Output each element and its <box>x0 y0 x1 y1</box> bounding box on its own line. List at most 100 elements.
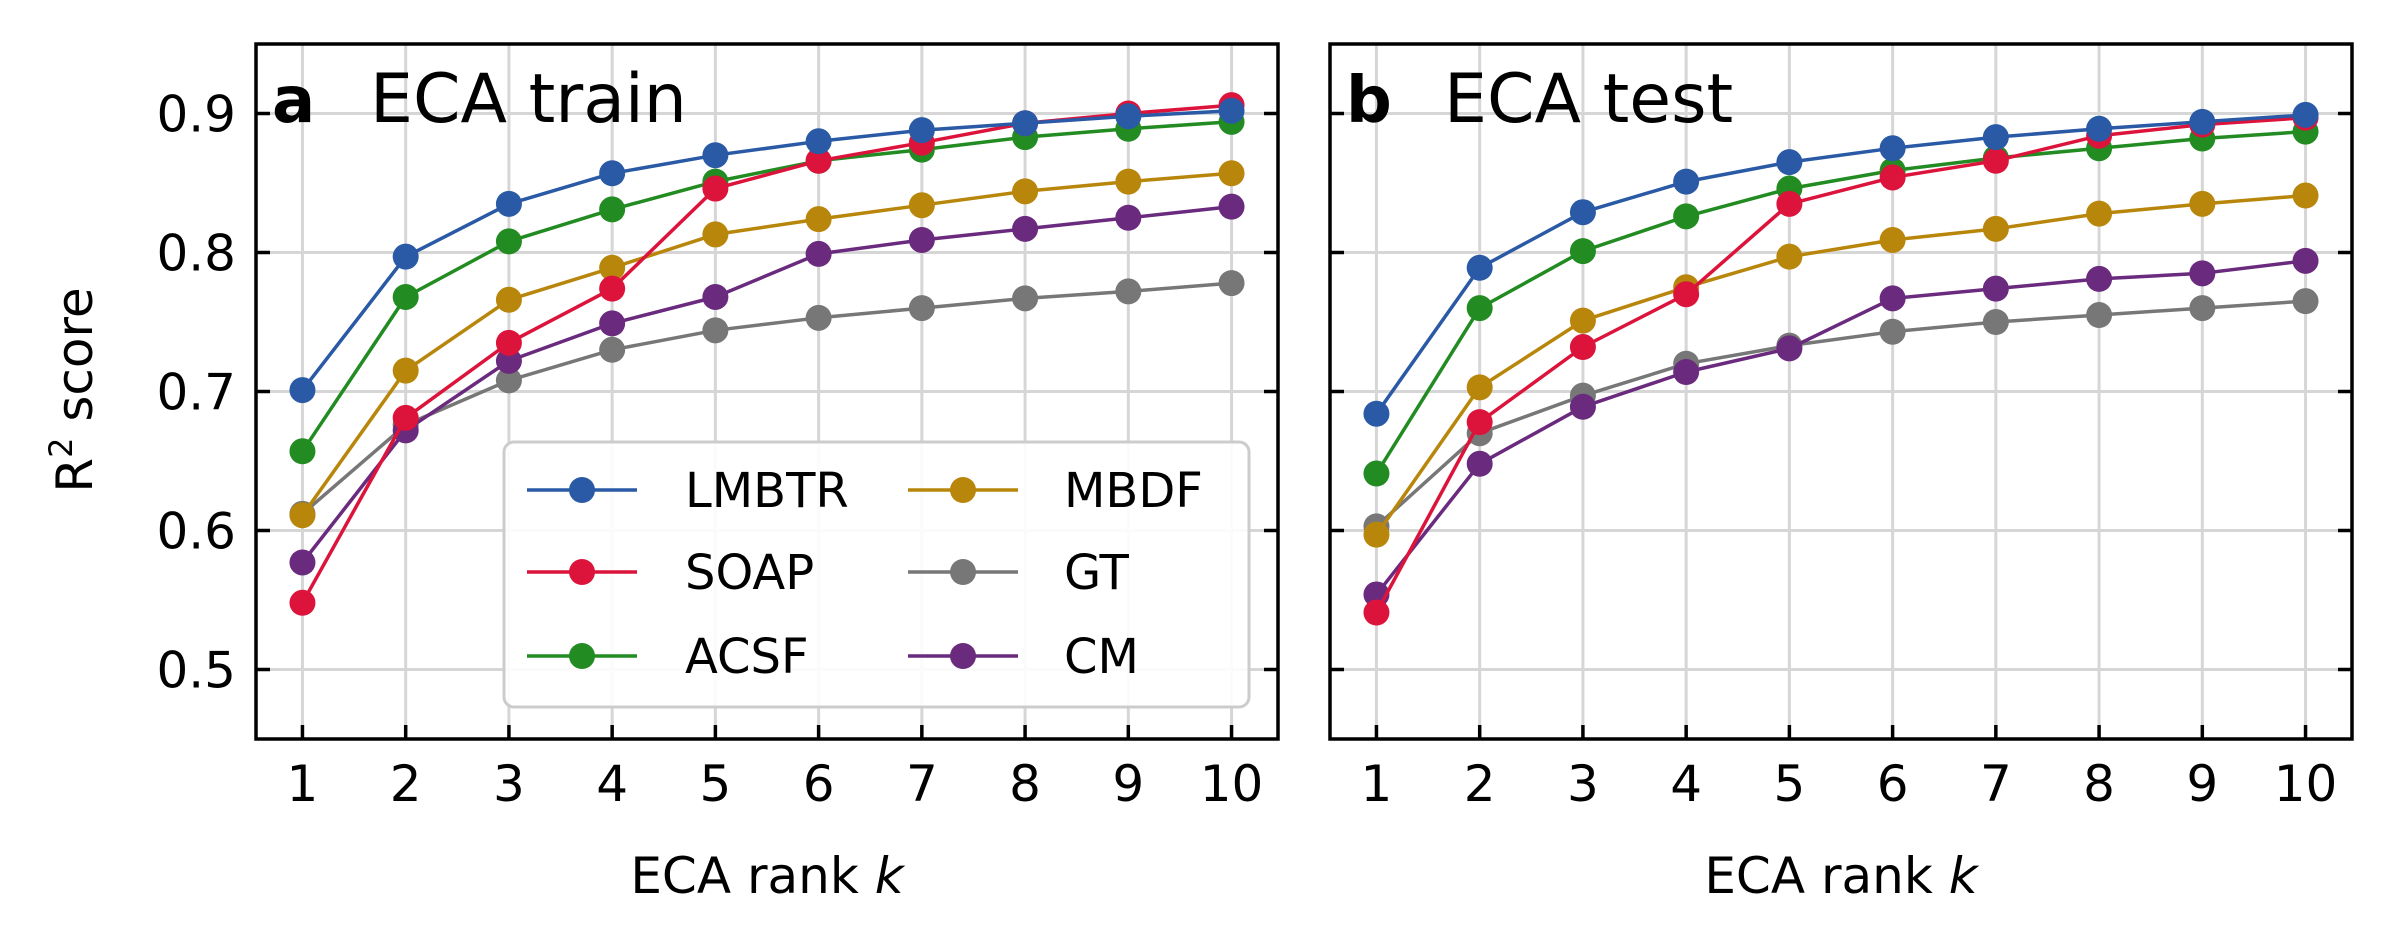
y-tick-label: 0.6 <box>156 503 236 561</box>
ticks-a: 1 2 3 4 5 6 7 8 9 10 0.5 0.6 0.7 0.8 0.9 <box>156 86 1278 813</box>
data-point-acsf <box>495 228 522 255</box>
data-point-gt <box>1012 285 1039 312</box>
data-point-lmbtr <box>1363 400 1390 427</box>
panel-title-b: ECA test <box>1444 60 1733 139</box>
x-tick-label: 9 <box>1112 755 1144 813</box>
data-point-soap <box>1673 281 1700 308</box>
data-point-lmbtr <box>702 142 729 169</box>
data-point-lmbtr <box>289 377 316 404</box>
data-point-lmbtr <box>1673 168 1700 195</box>
y-tick-label: 0.7 <box>156 364 236 422</box>
data-point-gt <box>702 317 729 344</box>
data-point-lmbtr <box>2086 115 2113 142</box>
data-point-cm <box>2189 260 2216 287</box>
x-tick-label: 3 <box>1567 755 1599 813</box>
data-point-mbdf <box>908 192 935 219</box>
data-point-lmbtr <box>908 117 935 144</box>
panel-title-a: ECA train <box>370 60 687 139</box>
x-tick-label: 1 <box>287 755 319 813</box>
panel-b: 1 2 3 4 5 6 7 8 9 10 b ECA test ECA rank k <box>1328 42 2354 905</box>
data-point-gt <box>1115 278 1142 305</box>
x-axis-label-a: ECA rank k <box>630 847 905 905</box>
x-tick-label: 2 <box>390 755 422 813</box>
data-point-mbdf <box>1982 215 2009 242</box>
x-tick-label: 10 <box>1200 755 1264 813</box>
data-point-cm <box>1982 275 2009 302</box>
data-point-cm <box>908 226 935 253</box>
data-point-soap <box>289 589 316 616</box>
data-point-cm <box>289 549 316 576</box>
series-line-acsf <box>301 120 1232 453</box>
legend-entry-soap: SOAP <box>527 545 814 601</box>
data-point-acsf <box>1363 460 1390 487</box>
data-point-mbdf <box>599 254 626 281</box>
y-axis-label-rest: score <box>46 287 104 437</box>
data-point-soap <box>702 175 729 202</box>
data-point-gt <box>2189 295 2216 322</box>
x-axis-label-text-a: ECA rank <box>630 847 874 905</box>
data-point-lmbtr <box>1115 103 1142 130</box>
data-point-lmbtr <box>1012 110 1039 137</box>
data-point-cm <box>702 283 729 310</box>
x-tick-label: 9 <box>2186 755 2218 813</box>
legend: LMBTR SOAP ACSF MBDF GT <box>502 440 1251 709</box>
data-point-mbdf <box>1218 160 1245 187</box>
legend-entry-mbdf: MBDF <box>908 463 1203 519</box>
x-tick-label: 7 <box>906 755 938 813</box>
series-line-gt <box>1375 299 2306 528</box>
series-line-gt <box>301 281 1232 516</box>
data-point-soap <box>805 147 832 174</box>
data-point-lmbtr <box>1466 254 1493 281</box>
legend-label-acsf: ACSF <box>685 629 809 685</box>
x-tick-label: 1 <box>1361 755 1393 813</box>
data-point-cm <box>2086 265 2113 292</box>
y-axis-label-sup: 2 <box>42 438 80 458</box>
x-tick-label: 6 <box>803 755 835 813</box>
series-line-mbdf <box>1375 193 2306 536</box>
x-axis-label-var-b: k <box>1949 847 1980 905</box>
legend-label-gt: GT <box>1064 545 1129 601</box>
data-point-soap <box>1879 164 1906 191</box>
legend-box <box>502 440 1251 709</box>
series-line-lmbtr <box>301 108 1232 392</box>
ticks-b: 1 2 3 4 5 6 7 8 9 10 <box>1330 111 2352 813</box>
data-point-lmbtr <box>599 160 626 187</box>
x-tick-label: 2 <box>1464 755 1496 813</box>
data-point-cm <box>1673 359 1700 386</box>
data-point-lmbtr <box>495 190 522 217</box>
data-point-mbdf <box>2292 182 2319 209</box>
panel-letter-b: b <box>1346 64 1392 138</box>
data-point-mbdf <box>1466 374 1493 401</box>
x-tick-label: 8 <box>2083 755 2115 813</box>
legend-marker-soap <box>569 559 595 585</box>
data-point-mbdf <box>1776 243 1803 270</box>
data-point-soap <box>495 329 522 356</box>
x-tick-label: 4 <box>596 755 628 813</box>
data-point-soap <box>599 275 626 302</box>
data-point-soap <box>1363 599 1390 626</box>
legend-marker-acsf <box>569 643 595 669</box>
series-line-lmbtr <box>1375 113 2306 415</box>
data-point-gt <box>599 336 626 363</box>
data-point-mbdf <box>702 221 729 248</box>
data-point-mbdf <box>1569 307 1596 334</box>
data-point-mbdf <box>1115 168 1142 195</box>
data-point-acsf <box>1466 295 1493 322</box>
x-axis-label-text-b: ECA rank <box>1704 847 1948 905</box>
legend-label-soap: SOAP <box>685 545 814 601</box>
panel-letter-a: a <box>272 64 315 138</box>
data-point-cm <box>1569 393 1596 420</box>
data-point-cm <box>1218 193 1245 220</box>
data-point-acsf <box>392 283 419 310</box>
data-point-cm <box>1879 285 1906 312</box>
data-point-mbdf <box>805 206 832 233</box>
data-point-cm <box>1012 215 1039 242</box>
data-point-mbdf <box>392 357 419 384</box>
data-point-gt <box>1982 309 2009 335</box>
y-axis-label: R2 score <box>42 287 104 492</box>
data-point-gt <box>1218 270 1245 297</box>
data-point-gt <box>908 295 935 322</box>
legend-entry-gt: GT <box>908 545 1129 601</box>
legend-marker-lmbtr <box>569 477 595 503</box>
